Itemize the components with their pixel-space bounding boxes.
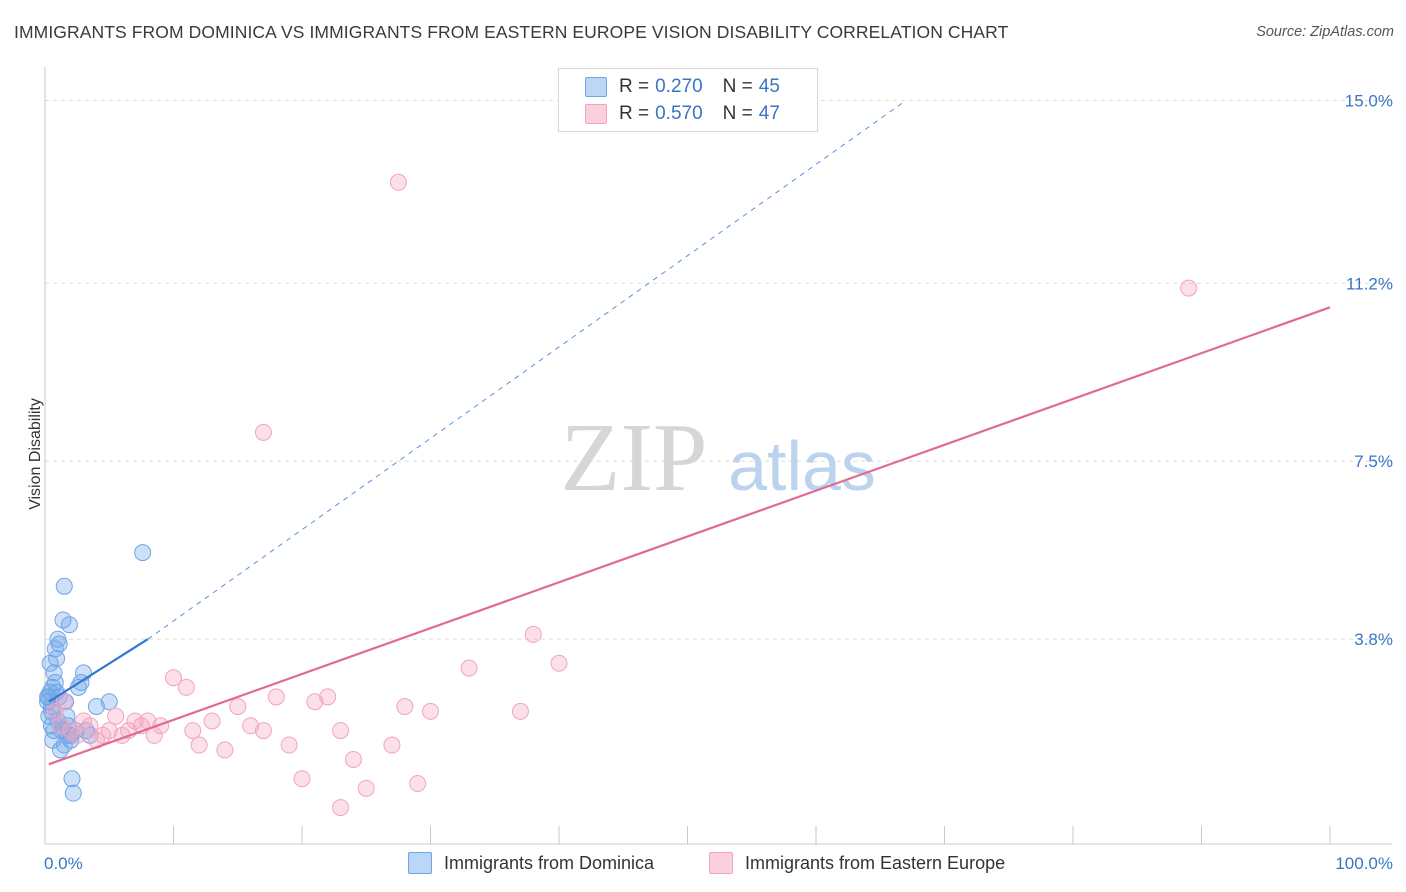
data-point-eastern-europe: [267, 688, 285, 706]
watermark-atlas: atlas: [728, 427, 876, 505]
trend-line-dominica-extrapolated: [147, 100, 907, 640]
data-point-eastern-europe: [55, 693, 73, 711]
data-point-eastern-europe: [319, 688, 337, 706]
data-point-eastern-europe: [242, 717, 260, 735]
data-point-eastern-europe: [357, 779, 375, 797]
data-point-eastern-europe: [422, 702, 439, 720]
data-point-dominica: [100, 693, 118, 711]
data-point-eastern-europe: [409, 775, 427, 793]
data-point-eastern-europe: [396, 698, 414, 716]
data-point-dominica: [50, 635, 68, 653]
trend-line-eastern-europe: [48, 306, 1331, 766]
data-point-eastern-europe: [1180, 279, 1198, 297]
data-point-eastern-europe: [460, 659, 478, 677]
data-point-dominica: [75, 664, 93, 682]
y-tick-label: 3.8%: [1354, 630, 1393, 649]
data-point-eastern-europe: [190, 736, 208, 754]
data-point-dominica: [55, 577, 73, 595]
y-tick-label: 11.2%: [1346, 274, 1393, 293]
legend-swatch-dominica: [408, 852, 432, 874]
data-point-dominica: [64, 784, 82, 802]
correlation-legend: R = 0.270 N = 45 R = 0.570 N = 47: [558, 68, 818, 132]
data-point-eastern-europe: [550, 654, 568, 672]
legend-n-label: N =: [722, 76, 753, 97]
data-point-dominica: [41, 654, 59, 672]
series-legend-eastern-europe[interactable]: Immigrants from Eastern Europe: [709, 852, 1005, 874]
tick-labels: 3.8% 7.5% 11.2% 15.0% 0.0% 100.0%: [44, 91, 1393, 873]
legend-n-value: 47: [758, 103, 780, 124]
data-point-eastern-europe: [107, 707, 125, 725]
data-point-eastern-europe: [293, 770, 311, 788]
data-point-eastern-europe: [68, 726, 86, 744]
data-point-eastern-europe: [100, 722, 118, 740]
axes: [44, 67, 1392, 845]
data-point-dominica: [134, 544, 152, 562]
data-point-eastern-europe: [389, 173, 407, 191]
data-point-eastern-europe: [203, 712, 221, 730]
legend-row-eastern-europe: R = 0.570 N = 47: [585, 102, 800, 126]
source-label: Source: ZipAtlas.com: [1256, 24, 1394, 40]
data-points: [39, 173, 1198, 817]
watermark-zip: ZIP: [561, 404, 708, 512]
legend-r-label: R =: [619, 76, 650, 97]
data-point-eastern-europe: [81, 717, 99, 735]
watermark: ZIP atlas: [561, 404, 876, 512]
data-point-dominica: [42, 702, 60, 720]
x-tick-label: 0.0%: [44, 854, 83, 873]
data-point-eastern-europe: [254, 423, 272, 441]
chart-title: IMMIGRANTS FROM DOMINICA VS IMMIGRANTS F…: [14, 22, 1009, 42]
data-point-eastern-europe: [177, 678, 195, 696]
data-point-eastern-europe: [383, 736, 401, 754]
legend-swatch-dominica: [585, 77, 607, 97]
data-point-dominica: [63, 770, 81, 788]
data-point-eastern-europe: [524, 625, 542, 643]
data-point-eastern-europe: [306, 693, 324, 711]
data-point-dominica: [87, 698, 105, 716]
trend-lines: [48, 100, 1331, 766]
data-point-dominica: [39, 688, 57, 706]
data-point-eastern-europe: [165, 669, 182, 687]
data-point-eastern-europe: [229, 698, 247, 716]
y-axis-label: Vision Disability: [27, 398, 44, 510]
data-point-eastern-europe: [344, 750, 362, 768]
data-point-eastern-europe: [332, 799, 350, 817]
legend-row-dominica: R = 0.270 N = 45: [585, 75, 800, 99]
y-tick-label: 7.5%: [1354, 452, 1393, 471]
legend-swatch-eastern-europe: [709, 852, 733, 874]
data-point-eastern-europe: [280, 736, 298, 754]
legend-r-value: 0.570: [655, 103, 703, 124]
data-point-eastern-europe: [511, 702, 529, 720]
data-point-dominica: [55, 736, 73, 754]
series-name-dominica: Immigrants from Dominica: [444, 852, 655, 873]
data-point-eastern-europe: [51, 717, 69, 735]
trend-line-dominica: [48, 638, 149, 703]
legend-r-value: 0.270: [655, 76, 703, 97]
x-tick-label: 100.0%: [1335, 854, 1393, 873]
gridlines: [45, 99, 1392, 640]
series-name-eastern-europe: Immigrants from Eastern Europe: [745, 852, 1006, 873]
legend-r-label: R =: [619, 103, 650, 124]
data-point-eastern-europe: [332, 722, 350, 740]
data-point-eastern-europe: [216, 741, 234, 759]
legend-n-value: 45: [758, 76, 780, 97]
data-point-eastern-europe: [152, 717, 170, 735]
data-point-eastern-europe: [254, 722, 272, 740]
legend-swatch-eastern-europe: [585, 104, 607, 124]
data-point-eastern-europe: [184, 722, 202, 740]
y-tick-label: 15.0%: [1345, 91, 1393, 110]
data-point-dominica: [49, 712, 67, 730]
legend-n-label: N =: [722, 103, 753, 124]
series-legend-dominica[interactable]: Immigrants from Dominica: [408, 852, 654, 874]
data-point-dominica: [60, 616, 78, 634]
